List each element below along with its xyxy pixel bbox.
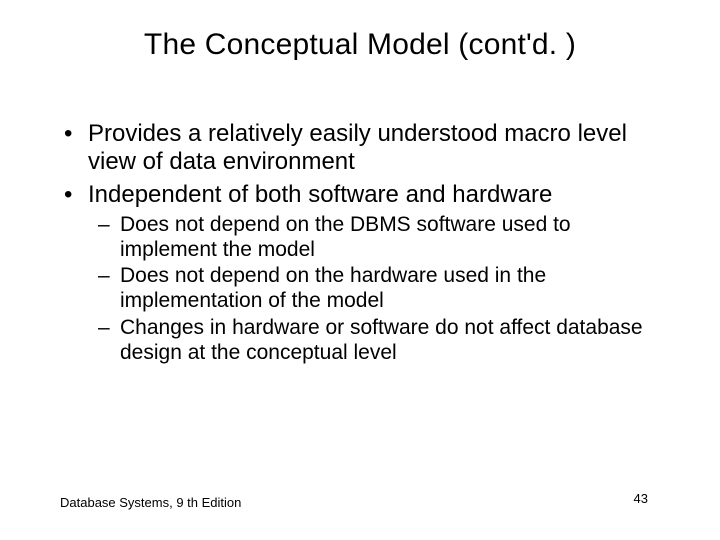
bullet-item: Independent of both software and hardwar… xyxy=(88,181,660,366)
slide-title: The Conceptual Model (cont'd. ) xyxy=(60,28,660,62)
sub-bullet-list: Does not depend on the DBMS software use… xyxy=(88,213,660,366)
sub-bullet-text: Does not depend on the DBMS software use… xyxy=(120,213,571,261)
sub-bullet-item: Does not depend on the hardware used in … xyxy=(120,264,660,314)
sub-bullet-item: Changes in hardware or software do not a… xyxy=(120,316,660,366)
sub-bullet-text: Changes in hardware or software do not a… xyxy=(120,316,643,364)
bullet-text: Provides a relatively easily understood … xyxy=(88,120,627,175)
sub-bullet-item: Does not depend on the DBMS software use… xyxy=(120,213,660,263)
footer-source: Database Systems, 9 th Edition xyxy=(60,495,241,510)
bullet-item: Provides a relatively easily understood … xyxy=(88,120,660,177)
slide: The Conceptual Model (cont'd. ) Provides… xyxy=(0,0,720,540)
bullet-text: Independent of both software and hardwar… xyxy=(88,181,552,208)
page-number: 43 xyxy=(634,491,648,506)
sub-bullet-text: Does not depend on the hardware used in … xyxy=(120,264,546,312)
bullet-list: Provides a relatively easily understood … xyxy=(60,120,660,366)
